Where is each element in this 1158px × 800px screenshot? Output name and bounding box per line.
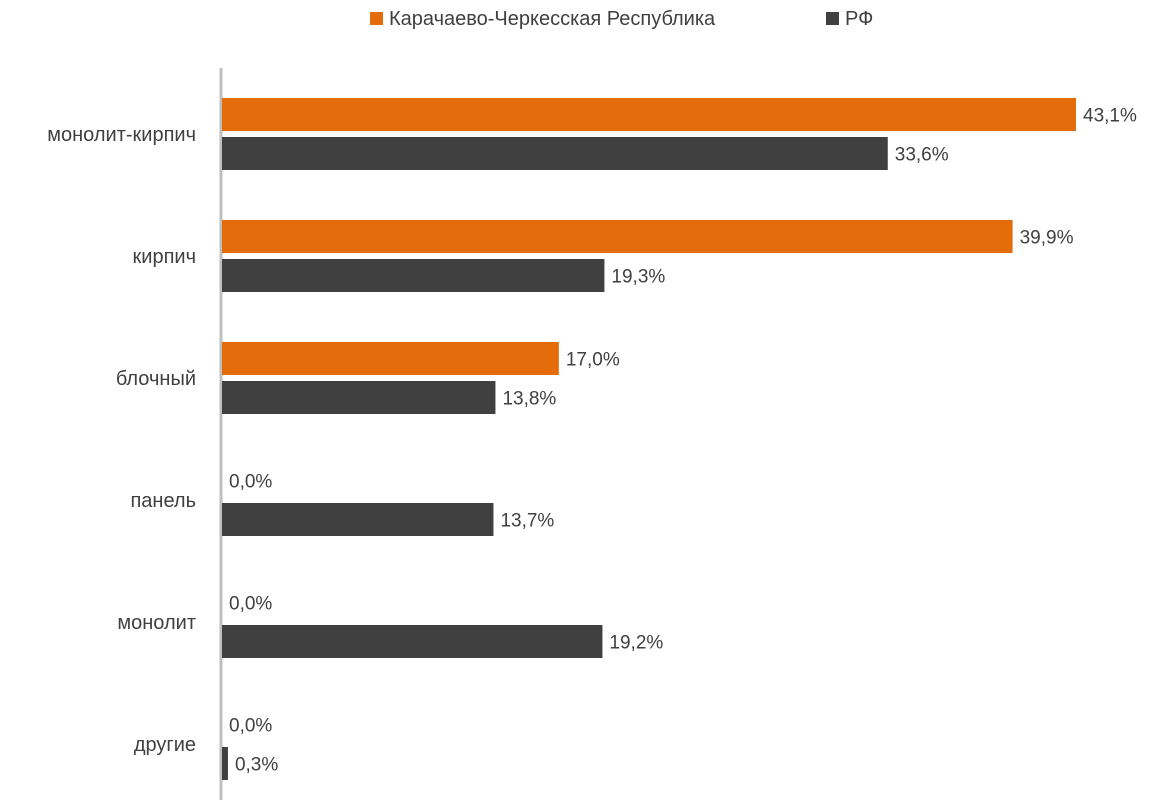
bar-s1-блочный [222,381,496,414]
bar-s0-блочный [222,342,559,375]
legend-swatch-1 [826,12,839,25]
value-labels: 43,1% 33,6% 39,9% 19,3% 17,0% 13,8% 0,0% 13,7% 0… [229,106,1137,776]
value-label-s0-монолит: 0,0% [229,594,272,615]
bar-s0-монолит-кирпич [222,98,1076,131]
category-label-кирпич: кирпич [133,246,196,268]
bar-s1-панель [222,503,494,536]
legend-swatch-0 [370,12,383,25]
category-label-панель: панель [130,490,196,512]
value-label-s0-монолит-кирпич: 43,1% [1083,106,1137,127]
chart-legend: Карачаево-Черкесская Республика РФ [370,8,873,30]
value-label-s1-другие: 0,3% [235,755,278,776]
category-label-монолит-кирпич: монолит-кирпич [47,124,196,146]
value-label-s1-панель: 13,7% [500,511,554,532]
bars [222,98,1076,780]
value-label-s1-монолит: 19,2% [609,633,663,654]
value-label-s0-блочный: 17,0% [566,350,620,371]
bar-s0-кирпич [222,220,1013,253]
value-label-s1-кирпич: 19,3% [611,267,665,288]
legend-label-0: Карачаево-Черкесская Республика [389,8,716,30]
bar-s1-кирпич [222,259,605,292]
value-label-s1-блочный: 13,8% [502,389,556,410]
value-label-s0-кирпич: 39,9% [1020,228,1074,249]
legend-item-0: Карачаево-Черкесская Республика [370,8,716,30]
bar-s1-другие [222,747,228,780]
legend-label-1: РФ [845,8,873,30]
category-label-монолит: монолит [117,612,196,634]
bar-s1-монолит [222,625,603,658]
legend-item-1: РФ [826,8,873,30]
value-label-s0-другие: 0,0% [229,716,272,737]
category-label-блочный: блочный [116,368,196,390]
category-labels: монолит-кирпич кирпич блочный панель монолит… [47,124,196,756]
bar-s1-монолит-кирпич [222,137,888,170]
value-label-s1-монолит-кирпич: 33,6% [895,145,949,166]
category-label-другие: другие [134,734,196,756]
value-label-s0-панель: 0,0% [229,472,272,493]
